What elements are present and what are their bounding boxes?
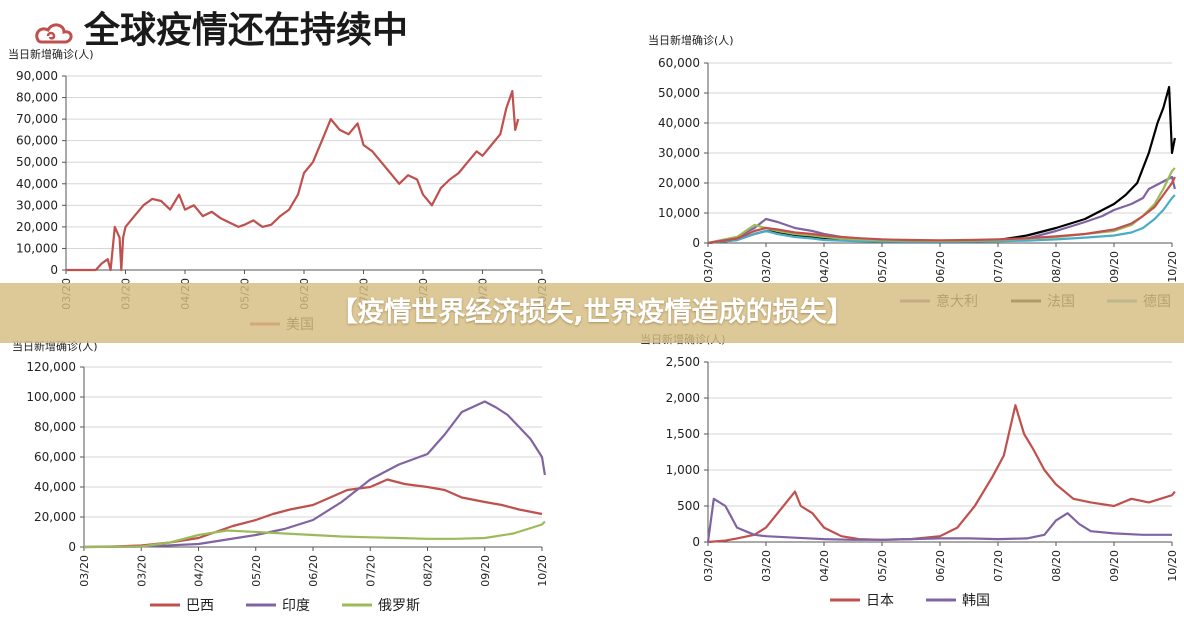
- series-line-韩国: [706, 497, 1172, 543]
- x-tick-label: 06/20: [934, 550, 947, 582]
- y-tick-label: 1,000: [666, 463, 700, 477]
- series-line-俄罗斯: [83, 520, 546, 549]
- legend-entry: 印度: [282, 598, 310, 614]
- legend-entry: 日本: [866, 593, 894, 609]
- x-tick-label: 09/20: [1108, 251, 1121, 283]
- y-tick-label: 10,000: [16, 241, 58, 255]
- y-tick-label: 100,000: [26, 390, 76, 404]
- y-tick-label: 10,000: [658, 206, 700, 220]
- x-tick-label: 05/20: [876, 550, 889, 582]
- y-tick-label: 80,000: [16, 91, 58, 105]
- y-tick-label: 70,000: [16, 112, 58, 126]
- banner-overlay: [0, 283, 1184, 343]
- y-tick-label: 20,000: [658, 176, 700, 190]
- x-tick-label: 06/20: [934, 251, 947, 283]
- x-tick-label: 10/20: [536, 555, 549, 587]
- series-line-印度: [83, 400, 546, 549]
- y-tick-label: 20,000: [16, 220, 58, 234]
- x-tick-label: 06/20: [307, 555, 320, 587]
- y-tick-label: 2,500: [666, 355, 700, 369]
- y-tick-label: 80,000: [34, 420, 76, 434]
- x-tick-label: 03/20: [135, 555, 148, 587]
- series-line-日本: [707, 404, 1176, 544]
- y-tick-label: 0: [68, 540, 76, 554]
- y-tick-label: 50,000: [658, 86, 700, 100]
- x-tick-label: 09/20: [479, 555, 492, 587]
- y-tick-label: 0: [692, 236, 700, 250]
- y-tick-label: 60,000: [34, 450, 76, 464]
- x-tick-label: 03/20: [702, 251, 715, 283]
- auspicious-cloud-icon: [35, 23, 73, 44]
- x-tick-label: 03/20: [760, 550, 773, 582]
- legend-entry: 韩国: [962, 593, 990, 609]
- chart-europe: 当日新增确诊(人) 0 10,000 20,000 30,000 40,000 50,000…: [648, 33, 1179, 310]
- y-tick-label: 120,000: [26, 360, 76, 374]
- legend-entry: 巴西: [186, 598, 214, 614]
- x-tick-label: 07/20: [992, 550, 1005, 582]
- y-tick-label: 20,000: [34, 510, 76, 524]
- x-tick-label: 08/20: [1050, 550, 1063, 582]
- y-tick-label: 30,000: [658, 146, 700, 160]
- y-tick-label: 90,000: [16, 69, 58, 83]
- y-tick-label: 40,000: [658, 116, 700, 130]
- y-tick-label: 60,000: [658, 56, 700, 70]
- chart-japan-korea: 当日新增确诊(人)05001,0001,5002,0002,50003/2003…: [640, 332, 1179, 609]
- y-tick-label: 2,000: [666, 391, 700, 405]
- series-line-extra-4: [707, 176, 1176, 245]
- x-tick-label: 10/20: [1166, 251, 1179, 283]
- x-tick-label: 09/20: [1108, 550, 1121, 582]
- y-axis-label: 当日新增确诊(人): [648, 33, 734, 47]
- y-tick-label: 50,000: [16, 155, 58, 169]
- series-line-巴西: [83, 478, 543, 549]
- x-tick-label: 07/20: [364, 555, 377, 587]
- x-tick-label: 08/20: [422, 555, 435, 587]
- page-title: 全球疫情还在持续中: [83, 9, 408, 51]
- y-tick-label: 0: [50, 263, 58, 277]
- y-tick-label: 500: [677, 499, 700, 513]
- legend-entry: 俄罗斯: [378, 598, 420, 614]
- y-tick-label: 40,000: [16, 177, 58, 191]
- x-tick-label: 04/20: [818, 550, 831, 582]
- x-tick-label: 03/20: [78, 555, 91, 587]
- x-tick-label: 04/20: [193, 555, 206, 587]
- x-tick-label: 05/20: [250, 555, 263, 587]
- y-tick-label: 0: [692, 535, 700, 549]
- series-line-德国: [707, 194, 1176, 245]
- series-line-法国: [707, 85, 1176, 245]
- x-tick-label: 05/20: [876, 251, 889, 283]
- x-tick-label: 03/20: [702, 550, 715, 582]
- x-tick-label: 04/20: [818, 251, 831, 283]
- banner-title: 【疫情世界经济损失,世界疫情造成的损失】: [330, 297, 854, 328]
- x-tick-label: 03/20: [760, 251, 773, 283]
- y-axis-label: 当日新增确诊(人): [8, 47, 94, 61]
- x-tick-label: 07/20: [992, 251, 1005, 283]
- x-tick-label: 08/20: [1050, 251, 1063, 283]
- y-tick-label: 40,000: [34, 480, 76, 494]
- y-tick-label: 1,500: [666, 427, 700, 441]
- chart-bric: 当日新增确诊(人)020,00040,00060,00080,000100,00…: [12, 339, 549, 614]
- x-tick-label: 10/20: [1166, 550, 1179, 582]
- y-tick-label: 60,000: [16, 134, 58, 148]
- y-tick-label: 30,000: [16, 198, 58, 212]
- series-line-美国: [66, 90, 520, 272]
